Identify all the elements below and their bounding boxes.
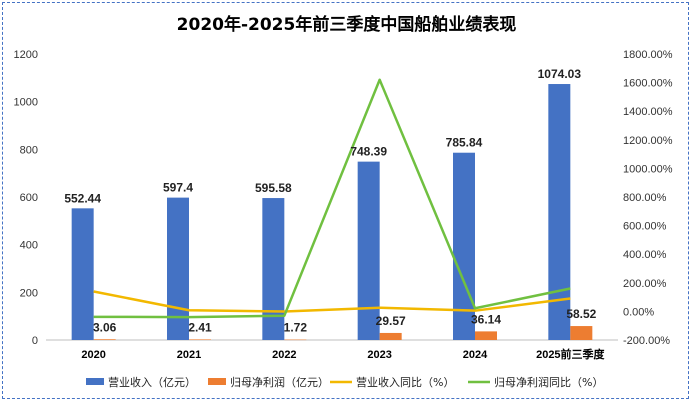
revenue-data-label: 748.39 (350, 145, 387, 159)
category-tick-label: 2021 (177, 349, 201, 361)
left-axis-tick-label: 400 (20, 240, 38, 252)
net-profit-data-label: 29.57 (376, 314, 406, 328)
revenue-data-label: 597.4 (163, 181, 193, 195)
revenue-data-label: 595.58 (255, 181, 292, 195)
net-profit-bar (189, 339, 211, 340)
net-profit-data-label: 36.14 (471, 312, 501, 326)
net-profit-data-label: 3.06 (93, 320, 117, 334)
legend-net-profit-swatch (208, 378, 226, 385)
category-tick-label: 2020 (81, 349, 105, 361)
right-axis-tick-label: 400.00% (623, 249, 667, 261)
net-profit-bar (284, 339, 307, 341)
right-axis-tick-label: -200.00% (623, 335, 670, 347)
left-axis-tick-label: 1000 (14, 97, 38, 109)
revenue-data-label: 785.84 (446, 136, 483, 150)
legend-revenue-label: 营业收入（亿元） (108, 375, 196, 389)
net-profit-bar (93, 339, 116, 340)
left-axis-tick-label: 600 (20, 192, 38, 204)
right-axis-tick-label: 1000.00% (623, 163, 673, 175)
revenue-bar (548, 84, 571, 340)
revenue-yoy-line (93, 290, 571, 313)
net-profit-data-label: 2.41 (188, 320, 212, 334)
right-axis-tick-label: 200.00% (623, 278, 667, 290)
left-axis-tick-label: 1200 (14, 49, 38, 61)
left-axis-tick-label: 800 (20, 144, 38, 156)
category-tick-label: 2022 (272, 349, 296, 361)
net-profit-data-label: 1.72 (284, 321, 308, 335)
category-tick-label: 2025前三季度 (536, 347, 605, 361)
revenue-bar (262, 198, 285, 340)
net-profit-yoy-line (93, 78, 571, 319)
legend-net-profit-label: 归母净利润（亿元） (230, 375, 329, 389)
right-axis-tick-label: 1600.00% (623, 78, 673, 90)
revenue-data-label: 1074.03 (538, 67, 582, 81)
right-axis-tick-label: 1400.00% (623, 106, 673, 118)
right-axis-tick-label: 1200.00% (623, 135, 673, 147)
category-tick-label: 2024 (463, 349, 488, 361)
left-axis-tick-label: 200 (20, 287, 38, 299)
revenue-bar (167, 197, 189, 340)
net-profit-bar (570, 326, 593, 340)
right-axis-tick-label: 800.00% (623, 192, 667, 204)
right-axis-tick-label: 0.00% (623, 306, 654, 318)
net-profit-data-label: 58.52 (566, 307, 596, 321)
right-axis-tick-label: 600.00% (623, 221, 667, 233)
legend-net-profit-yoy-label: 归母净利润同比（%） (494, 375, 603, 389)
revenue-data-label: 552.44 (64, 191, 101, 205)
revenue-bar (71, 208, 94, 340)
revenue-bar (357, 161, 380, 340)
category-tick-label: 2023 (367, 349, 391, 361)
net-profit-bar (475, 331, 497, 340)
legend-revenue-yoy-label: 营业收入同比（%） (356, 375, 454, 389)
chart-title: 2020年-2025年前三季度中国船舶业绩表现 (176, 15, 517, 35)
net-profit-bar (379, 332, 402, 340)
left-axis-tick-label: 0 (32, 335, 38, 347)
right-axis-tick-label: 1800.00% (623, 49, 673, 61)
legend-revenue-swatch (86, 378, 104, 385)
